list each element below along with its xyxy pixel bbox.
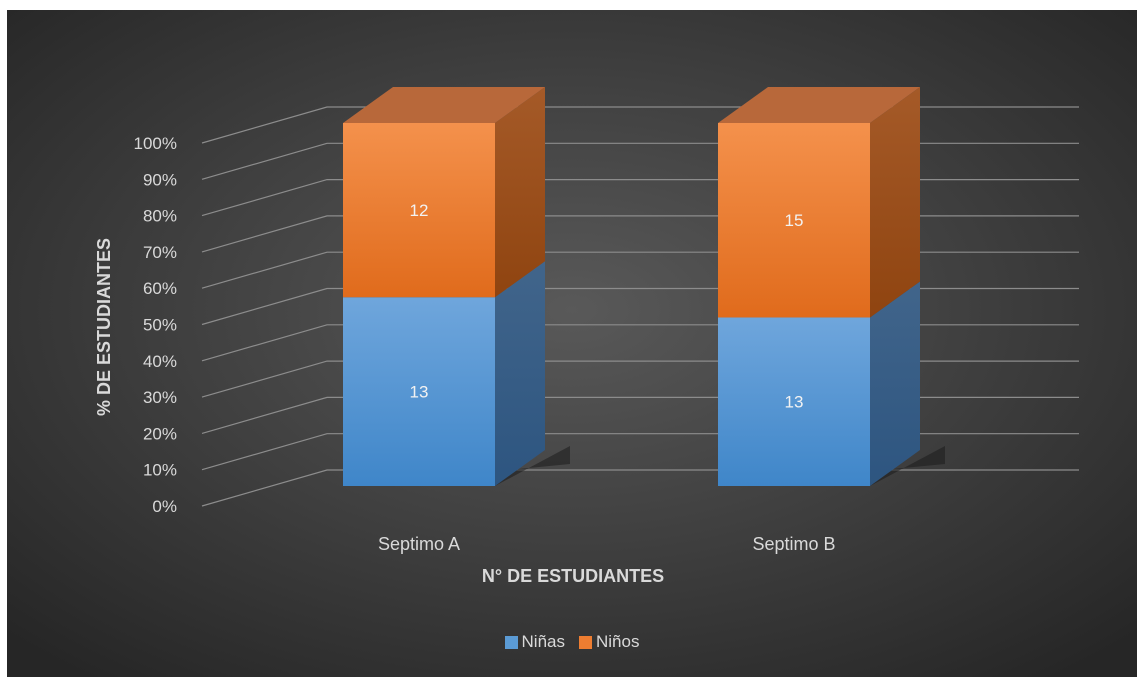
chart-background (7, 10, 1137, 677)
legend-swatch-ninos (579, 635, 592, 649)
y-tick-label: 40% (143, 352, 177, 371)
bar-side (495, 87, 545, 298)
data-label: 12 (410, 201, 429, 220)
x-axis-title: N° DE ESTUDIANTES (482, 566, 664, 586)
bar-Niñas-Septimo B: 13 (718, 281, 920, 486)
bar-side (870, 281, 920, 486)
y-tick-label: 10% (143, 461, 177, 480)
bar-Niñas-Septimo A: 13 (343, 261, 545, 486)
data-label: 15 (785, 211, 804, 230)
bars: 13 12 13 15 (343, 87, 945, 486)
data-label: 13 (410, 383, 429, 402)
y-tick-label: 30% (143, 388, 177, 407)
y-tick-label: 50% (143, 316, 177, 335)
y-tick-label: 20% (143, 424, 177, 443)
x-tick-label: Septimo B (752, 534, 835, 554)
bar-shadow (718, 446, 945, 486)
bar-top (343, 87, 545, 123)
bar-side (495, 261, 545, 486)
legend-item-ninas: Niñas (504, 632, 565, 652)
y-axis-ticks: 0% 10% 20% 30% 40% 50% 60% 70% 80% 90% 100% (134, 134, 177, 516)
y-tick-label: 100% (134, 134, 177, 153)
bar-Niños-Septimo A: 12 (343, 87, 545, 298)
bar-top (718, 87, 920, 123)
x-tick-label: Septimo A (378, 534, 460, 554)
y-tick-label: 90% (143, 170, 177, 189)
legend-label-ninos: Niños (596, 632, 640, 651)
y-tick-label: 60% (143, 279, 177, 298)
bar-front (718, 317, 870, 486)
data-label: 13 (785, 393, 804, 412)
bar-shadow (343, 446, 570, 486)
bar-Niños-Septimo B: 15 (718, 87, 920, 318)
y-tick-label: 70% (143, 243, 177, 262)
legend-label-ninas: Niñas (521, 632, 565, 651)
bar-front (718, 123, 870, 318)
x-axis-ticks: Septimo A Septimo B (378, 534, 836, 554)
legend-item-ninos: Niños (579, 632, 639, 652)
legend-swatch-ninas (504, 635, 518, 649)
bar-front (343, 123, 495, 298)
bar-side (870, 87, 920, 318)
bar-front (343, 297, 495, 486)
y-axis-title: % DE ESTUDIANTES (94, 238, 114, 416)
legend: Niñas Niños (7, 632, 1137, 652)
stacked-bar-chart: 0%10%20%30%40%50%60%70%80%90%100% 131213… (7, 10, 1137, 677)
chart-panel: 0% 10% 20% 30% 40% 50% 60% 70% 80% 90% 100% 13 12 13… (7, 10, 1137, 677)
y-tick-label: 0% (152, 497, 177, 516)
y-tick-label: 80% (143, 207, 177, 226)
